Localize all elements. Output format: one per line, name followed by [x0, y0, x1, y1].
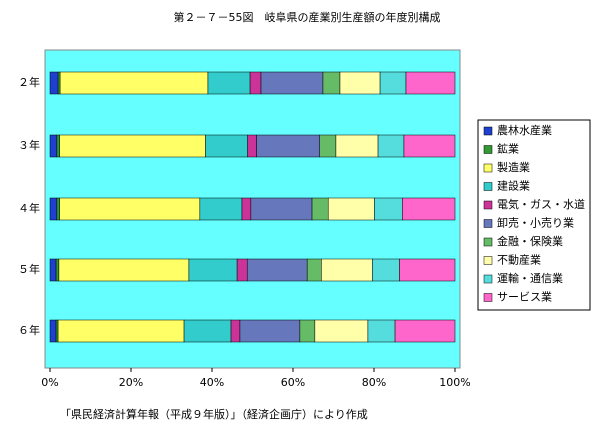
bar-segment [322, 71, 341, 95]
x-tick-label: 60% [281, 376, 305, 389]
legend-swatch [483, 145, 493, 154]
bar-segment [59, 134, 206, 158]
legend [477, 119, 591, 311]
x-tick-label: 40% [200, 376, 224, 389]
bar-segment [57, 319, 185, 343]
legend-swatch [483, 293, 493, 302]
bar-segment [339, 71, 381, 95]
legend-label: 金融・保険業 [497, 234, 563, 248]
bar-segment [236, 258, 248, 282]
bar-segment [399, 258, 456, 282]
legend-label: 電気・ガス・水道 [497, 197, 585, 211]
bar-segment [56, 134, 60, 158]
bar-segment [49, 258, 57, 282]
bar-segment [207, 71, 251, 95]
legend-swatch [483, 163, 493, 173]
legend-label: サービス業 [497, 291, 552, 304]
bar-segment [183, 319, 232, 343]
legend-swatch [483, 256, 493, 265]
bar-segment [249, 71, 262, 95]
x-tick-label: 80% [362, 376, 386, 389]
bar-segment [247, 134, 257, 158]
bar-segment [57, 71, 61, 95]
legend-swatch [483, 274, 493, 284]
bar-segment [319, 134, 337, 158]
y-tick-label: ４年 [18, 201, 40, 215]
legend-label: 農林水産業 [497, 123, 552, 137]
bar-segment [58, 258, 190, 282]
y-tick-label: ５年 [18, 262, 40, 276]
bar-segment [372, 258, 400, 282]
bar-segment [311, 197, 329, 221]
legend-label: 卸売・小売り業 [497, 216, 574, 230]
bar-segment [379, 71, 407, 95]
bar-segment [55, 319, 59, 343]
bar-segment [59, 197, 201, 221]
bar-segment [55, 258, 60, 282]
bar-segment [335, 134, 379, 158]
footnote: 「県民経済計算年報（平成９年版）」（経済企画庁）により作成 [60, 407, 368, 421]
bar-segment [402, 197, 456, 221]
bar-segment [405, 71, 456, 95]
legend-label: 製造業 [497, 160, 530, 174]
chart-title: 第２－７－55図 岐阜県の産業別生産額の年度別構成 [174, 10, 441, 24]
bar-segment [394, 319, 456, 343]
legend-label: 鉱業 [497, 142, 519, 156]
x-tick-label: 100% [439, 376, 470, 389]
bar-segment [188, 258, 238, 282]
bar-segment [256, 134, 320, 158]
bar-segment [205, 134, 248, 158]
bar-segment [49, 319, 57, 343]
bar-segment [199, 197, 243, 221]
legend-label: 運輸・通信業 [497, 271, 563, 285]
bar-segment [59, 71, 209, 95]
bar-segment [241, 197, 252, 221]
bar-segment [49, 197, 58, 221]
bar-segment [49, 71, 59, 95]
legend-swatch [483, 237, 493, 247]
y-tick-label: ３年 [18, 138, 40, 152]
bar-segment [377, 134, 405, 158]
legend-swatch [483, 200, 493, 210]
legend-label: 不動産業 [497, 253, 541, 267]
y-tick-label: ２年 [18, 75, 40, 89]
x-tick-label: 20% [119, 376, 143, 389]
bar-segment [239, 319, 301, 343]
legend-label: 建設業 [497, 179, 530, 193]
bar-segment [367, 319, 396, 343]
bar-segment [314, 319, 369, 343]
x-tick-label: 0% [41, 376, 58, 389]
bar-segment [374, 197, 403, 221]
bar-segment [49, 134, 58, 158]
y-tick-label: ６年 [18, 323, 40, 337]
bar-segment [306, 258, 322, 282]
legend-swatch [483, 219, 493, 228]
bar-segment [246, 258, 308, 282]
bar-segment [321, 258, 373, 282]
bar-segment [327, 197, 375, 221]
bar-segment [299, 319, 316, 343]
legend-swatch [483, 182, 493, 191]
bar-segment [260, 71, 324, 95]
bar-segment [56, 197, 60, 221]
legend-swatch [483, 126, 493, 136]
bar-segment [230, 319, 241, 343]
bar-segment [250, 197, 313, 221]
bar-segment [403, 134, 456, 158]
